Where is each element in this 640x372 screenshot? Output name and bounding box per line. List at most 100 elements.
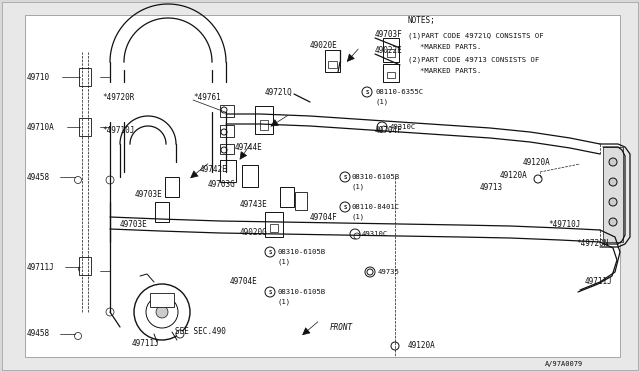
Bar	[325, 50, 340, 72]
Text: 49743E: 49743E	[240, 199, 268, 208]
Circle shape	[609, 178, 617, 186]
Text: 4972lQ: 4972lQ	[265, 87, 292, 96]
Text: 49711J: 49711J	[585, 278, 612, 286]
Circle shape	[381, 126, 387, 132]
Text: *MARKED PARTS.: *MARKED PARTS.	[420, 68, 481, 74]
Bar	[270, 224, 278, 232]
Circle shape	[365, 267, 375, 277]
Text: S: S	[365, 90, 369, 94]
Text: 49310C: 49310C	[362, 231, 388, 237]
Text: SEE SEC.490: SEE SEC.490	[175, 327, 226, 337]
Text: (1): (1)	[278, 259, 291, 265]
Text: 49744E: 49744E	[235, 142, 263, 151]
Circle shape	[134, 284, 190, 340]
Circle shape	[265, 247, 275, 257]
Text: *49720N: *49720N	[576, 240, 609, 248]
Circle shape	[74, 333, 81, 340]
Text: 49310C: 49310C	[390, 124, 416, 130]
Bar	[260, 120, 268, 130]
Circle shape	[176, 330, 184, 338]
Text: 49711J: 49711J	[27, 263, 55, 272]
Circle shape	[340, 172, 350, 182]
Text: (1): (1)	[376, 99, 389, 105]
Text: (1): (1)	[352, 214, 365, 220]
Bar	[383, 64, 399, 82]
Text: 08310-6105B: 08310-6105B	[352, 174, 400, 180]
Text: 08310-6105B: 08310-6105B	[278, 289, 326, 295]
Text: 49703G: 49703G	[208, 180, 236, 189]
Text: 49735: 49735	[378, 269, 400, 275]
Text: FRONT: FRONT	[330, 323, 353, 331]
Text: 49703E: 49703E	[135, 189, 163, 199]
Circle shape	[609, 198, 617, 206]
Text: A/97A0079: A/97A0079	[545, 361, 583, 367]
Bar	[383, 38, 399, 62]
Circle shape	[221, 147, 227, 153]
Circle shape	[106, 176, 114, 184]
Text: *MARKED PARTS.: *MARKED PARTS.	[420, 44, 481, 50]
Text: 49704F: 49704F	[310, 212, 338, 221]
Text: (1)PART CODE 4972lQ CONSISTS OF: (1)PART CODE 4972lQ CONSISTS OF	[408, 33, 543, 39]
Text: (1): (1)	[352, 184, 365, 190]
Text: 08310-6105B: 08310-6105B	[278, 249, 326, 255]
Bar	[79, 257, 91, 275]
Text: S: S	[344, 205, 347, 209]
Text: *49720R: *49720R	[102, 93, 134, 102]
Circle shape	[534, 175, 542, 183]
Circle shape	[221, 107, 227, 113]
Text: 49713: 49713	[480, 183, 503, 192]
Circle shape	[106, 308, 114, 316]
Text: 49703F: 49703F	[375, 29, 403, 38]
Bar	[220, 144, 234, 154]
Bar	[387, 49, 395, 57]
Text: 49703E: 49703E	[120, 219, 148, 228]
Text: 49020G: 49020G	[240, 228, 268, 237]
Circle shape	[362, 87, 372, 97]
Text: *49710J: *49710J	[548, 219, 580, 228]
Circle shape	[367, 269, 373, 275]
Text: 49711J: 49711J	[132, 340, 160, 349]
Text: *49761: *49761	[193, 93, 221, 102]
Circle shape	[156, 306, 168, 318]
Bar	[387, 72, 395, 78]
Bar	[265, 212, 283, 237]
Bar	[155, 202, 169, 222]
Text: 49458: 49458	[27, 173, 50, 182]
Text: (2)PART CODE 49713 CONSISTS OF: (2)PART CODE 49713 CONSISTS OF	[408, 57, 540, 63]
Circle shape	[74, 176, 81, 183]
Text: 49704E: 49704E	[230, 278, 258, 286]
Bar	[255, 106, 273, 134]
Bar	[280, 187, 294, 207]
Text: 49710A: 49710A	[27, 122, 55, 131]
Text: S: S	[344, 174, 347, 180]
Circle shape	[221, 129, 227, 135]
Bar	[220, 160, 236, 182]
Bar	[150, 293, 174, 307]
Bar	[220, 105, 234, 117]
Text: NOTES;: NOTES;	[408, 16, 436, 25]
Circle shape	[609, 218, 617, 226]
Circle shape	[354, 233, 360, 239]
Text: 49458: 49458	[27, 330, 50, 339]
Text: 49704F: 49704F	[375, 125, 403, 135]
Bar	[79, 118, 91, 136]
Text: S: S	[268, 289, 271, 295]
Text: 49120A: 49120A	[408, 341, 436, 350]
Text: 49120A: 49120A	[500, 170, 528, 180]
Text: 08110-8401C: 08110-8401C	[352, 204, 400, 210]
Text: 49120A: 49120A	[523, 157, 551, 167]
Bar	[165, 177, 179, 197]
Circle shape	[391, 342, 399, 350]
Circle shape	[146, 296, 178, 328]
Bar	[328, 61, 337, 68]
Circle shape	[340, 202, 350, 212]
Circle shape	[609, 158, 617, 166]
Bar	[603, 147, 623, 242]
Bar	[295, 192, 307, 210]
Circle shape	[265, 287, 275, 297]
Bar	[242, 165, 258, 187]
Text: (1): (1)	[278, 299, 291, 305]
Text: S: S	[268, 250, 271, 254]
Circle shape	[350, 229, 360, 239]
Bar	[79, 68, 91, 86]
